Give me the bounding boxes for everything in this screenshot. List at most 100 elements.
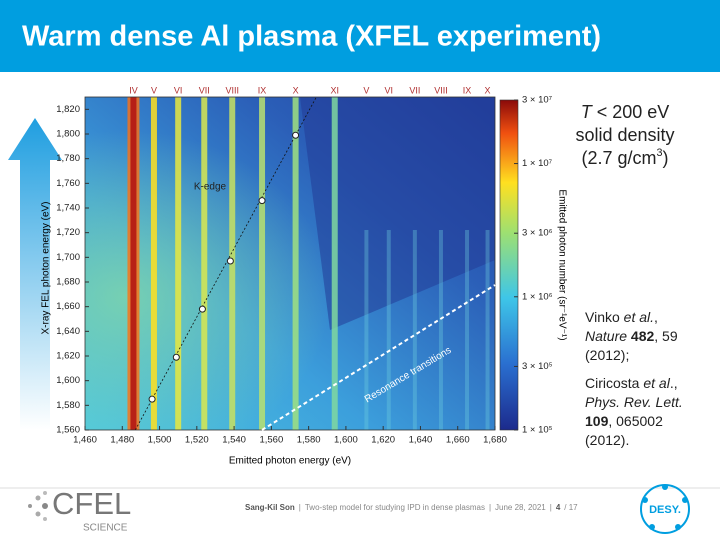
y-tick-label: 1,620 [56, 351, 80, 362]
title-bar [0, 0, 720, 72]
plot-frame [84, 96, 496, 431]
colorbar-tick-label: 1 × 10⁵ [522, 425, 553, 436]
refs-part: Phys. Rev. Lett. [585, 394, 683, 410]
x-tick-label: 1,680 [483, 435, 507, 446]
refs-part: et al [643, 375, 670, 391]
refs-part: 482 [631, 328, 655, 344]
info-part: ) [663, 148, 669, 168]
y-tick-label: 1,780 [56, 153, 80, 164]
x-tick-label: 1,540 [222, 435, 246, 446]
heatmap-dark [300, 97, 495, 330]
resonance-line [261, 284, 496, 431]
refs-line: Phys. Rev. Lett. [585, 394, 683, 410]
line-label: VI [174, 85, 183, 95]
colorbar-label: Emitted photon number (sr⁻¹eV⁻¹) [556, 189, 567, 340]
y-tick-label: 1,800 [56, 129, 80, 140]
line-label: X [485, 85, 491, 95]
colorbar-tick-label: 1 × 10⁷ [522, 158, 553, 169]
refs-part: , [654, 309, 658, 325]
kedge-point [226, 257, 234, 265]
emission-line [331, 97, 338, 430]
info-part: (2.7 g/cm [581, 148, 656, 168]
kedge-point [148, 395, 156, 403]
line-label: X [293, 85, 299, 95]
y-tick-label: 1,560 [56, 425, 80, 436]
refs-part: , 59 [654, 328, 678, 344]
y-tick-label: 1,660 [56, 301, 80, 312]
y-tick-label: 1,720 [56, 227, 80, 238]
y-tick-label: 1,760 [56, 178, 80, 189]
emission-line [175, 97, 182, 430]
kedge-point [172, 353, 180, 361]
refs-part: , 065002 [608, 413, 663, 429]
info-part: T [581, 102, 594, 122]
colorbar-tick-label: 3 × 10⁵ [522, 361, 553, 372]
refs-part: (2012); [585, 347, 629, 363]
y-tick-label: 1,580 [56, 400, 80, 411]
line-label: IX [258, 85, 267, 95]
footer-part: 4 [556, 503, 561, 512]
y-axis-label: X-ray FEL photon energy (eV) [41, 201, 52, 334]
x-tick-label: 1,600 [334, 435, 358, 446]
colorbar [499, 99, 519, 431]
refs-line: 109, 065002 [585, 413, 663, 429]
refs-part: Ciricosta [585, 375, 643, 391]
refs-line: Vinko et al., [585, 309, 658, 325]
colorbar-tick-label: 3 × 10⁷ [522, 95, 553, 106]
x-tick-label: 1,500 [148, 435, 172, 446]
info-part: < 200 eV [592, 102, 670, 122]
science-text: SCIENCE [83, 523, 128, 534]
x-tick-label: 1,660 [446, 435, 470, 446]
x-tick-label: 1,580 [297, 435, 321, 446]
info-part: solid density [575, 125, 674, 145]
x-tick-label: 1,460 [73, 435, 97, 446]
footer-part: / 17 [564, 503, 578, 512]
line-label: IV [129, 85, 138, 95]
cfel-text: CFEL [52, 486, 131, 521]
footer-part: | [299, 503, 301, 512]
emission-line [438, 230, 443, 430]
kedge-label: K-edge [194, 182, 227, 193]
y-tick-label: 1,740 [56, 203, 80, 214]
emission-line [386, 230, 391, 430]
kedge-point [258, 197, 266, 205]
line-label: VIII [434, 85, 448, 95]
references: Vinko et al., Nature 482, 59 (2012); Cirico… [585, 309, 683, 448]
x-tick-label: 1,560 [259, 435, 283, 446]
x-tick-label: 1,520 [185, 435, 209, 446]
emission-line [130, 97, 137, 430]
emission-line [259, 97, 266, 430]
line-label: VIII [225, 85, 239, 95]
desy-text: DESY. [649, 504, 681, 516]
x-tick-label: 1,640 [409, 435, 433, 446]
colorbar-tick-label: 1 × 10⁶ [522, 291, 553, 302]
arrow [8, 118, 62, 430]
line-label: VI [385, 85, 394, 95]
info-line: (2.7 g/cm3) [581, 147, 668, 168]
emission-line [150, 97, 157, 430]
footer-part: Sang-Kil Son [245, 503, 295, 512]
info-line: solid density [575, 125, 674, 145]
line-label: IX [463, 85, 472, 95]
refs-line: (2012). [585, 432, 629, 448]
y-tick-label: 1,680 [56, 277, 80, 288]
refs-part: 109 [585, 413, 609, 429]
refs-line: Ciricosta et al., [585, 375, 678, 391]
info-part: 3 [657, 147, 663, 159]
emission-line [485, 230, 490, 430]
line-label: VII [199, 85, 210, 95]
refs-part: ., [670, 375, 678, 391]
x-tick-label: 1,620 [371, 435, 395, 446]
cfel-logo: CFEL SCIENCE [28, 486, 131, 534]
footer-part: | [489, 503, 491, 512]
title: Warm dense Al plasma (XFEL experiment) [22, 21, 601, 53]
emission-line [292, 97, 299, 430]
emission-line [201, 97, 208, 430]
desy-logo: DESY. [640, 484, 690, 534]
y-tick-label: 1,640 [56, 326, 80, 337]
heatmap [85, 97, 495, 430]
refs-line: Nature 482, 59 [585, 328, 678, 344]
footer-part: | [550, 503, 552, 512]
